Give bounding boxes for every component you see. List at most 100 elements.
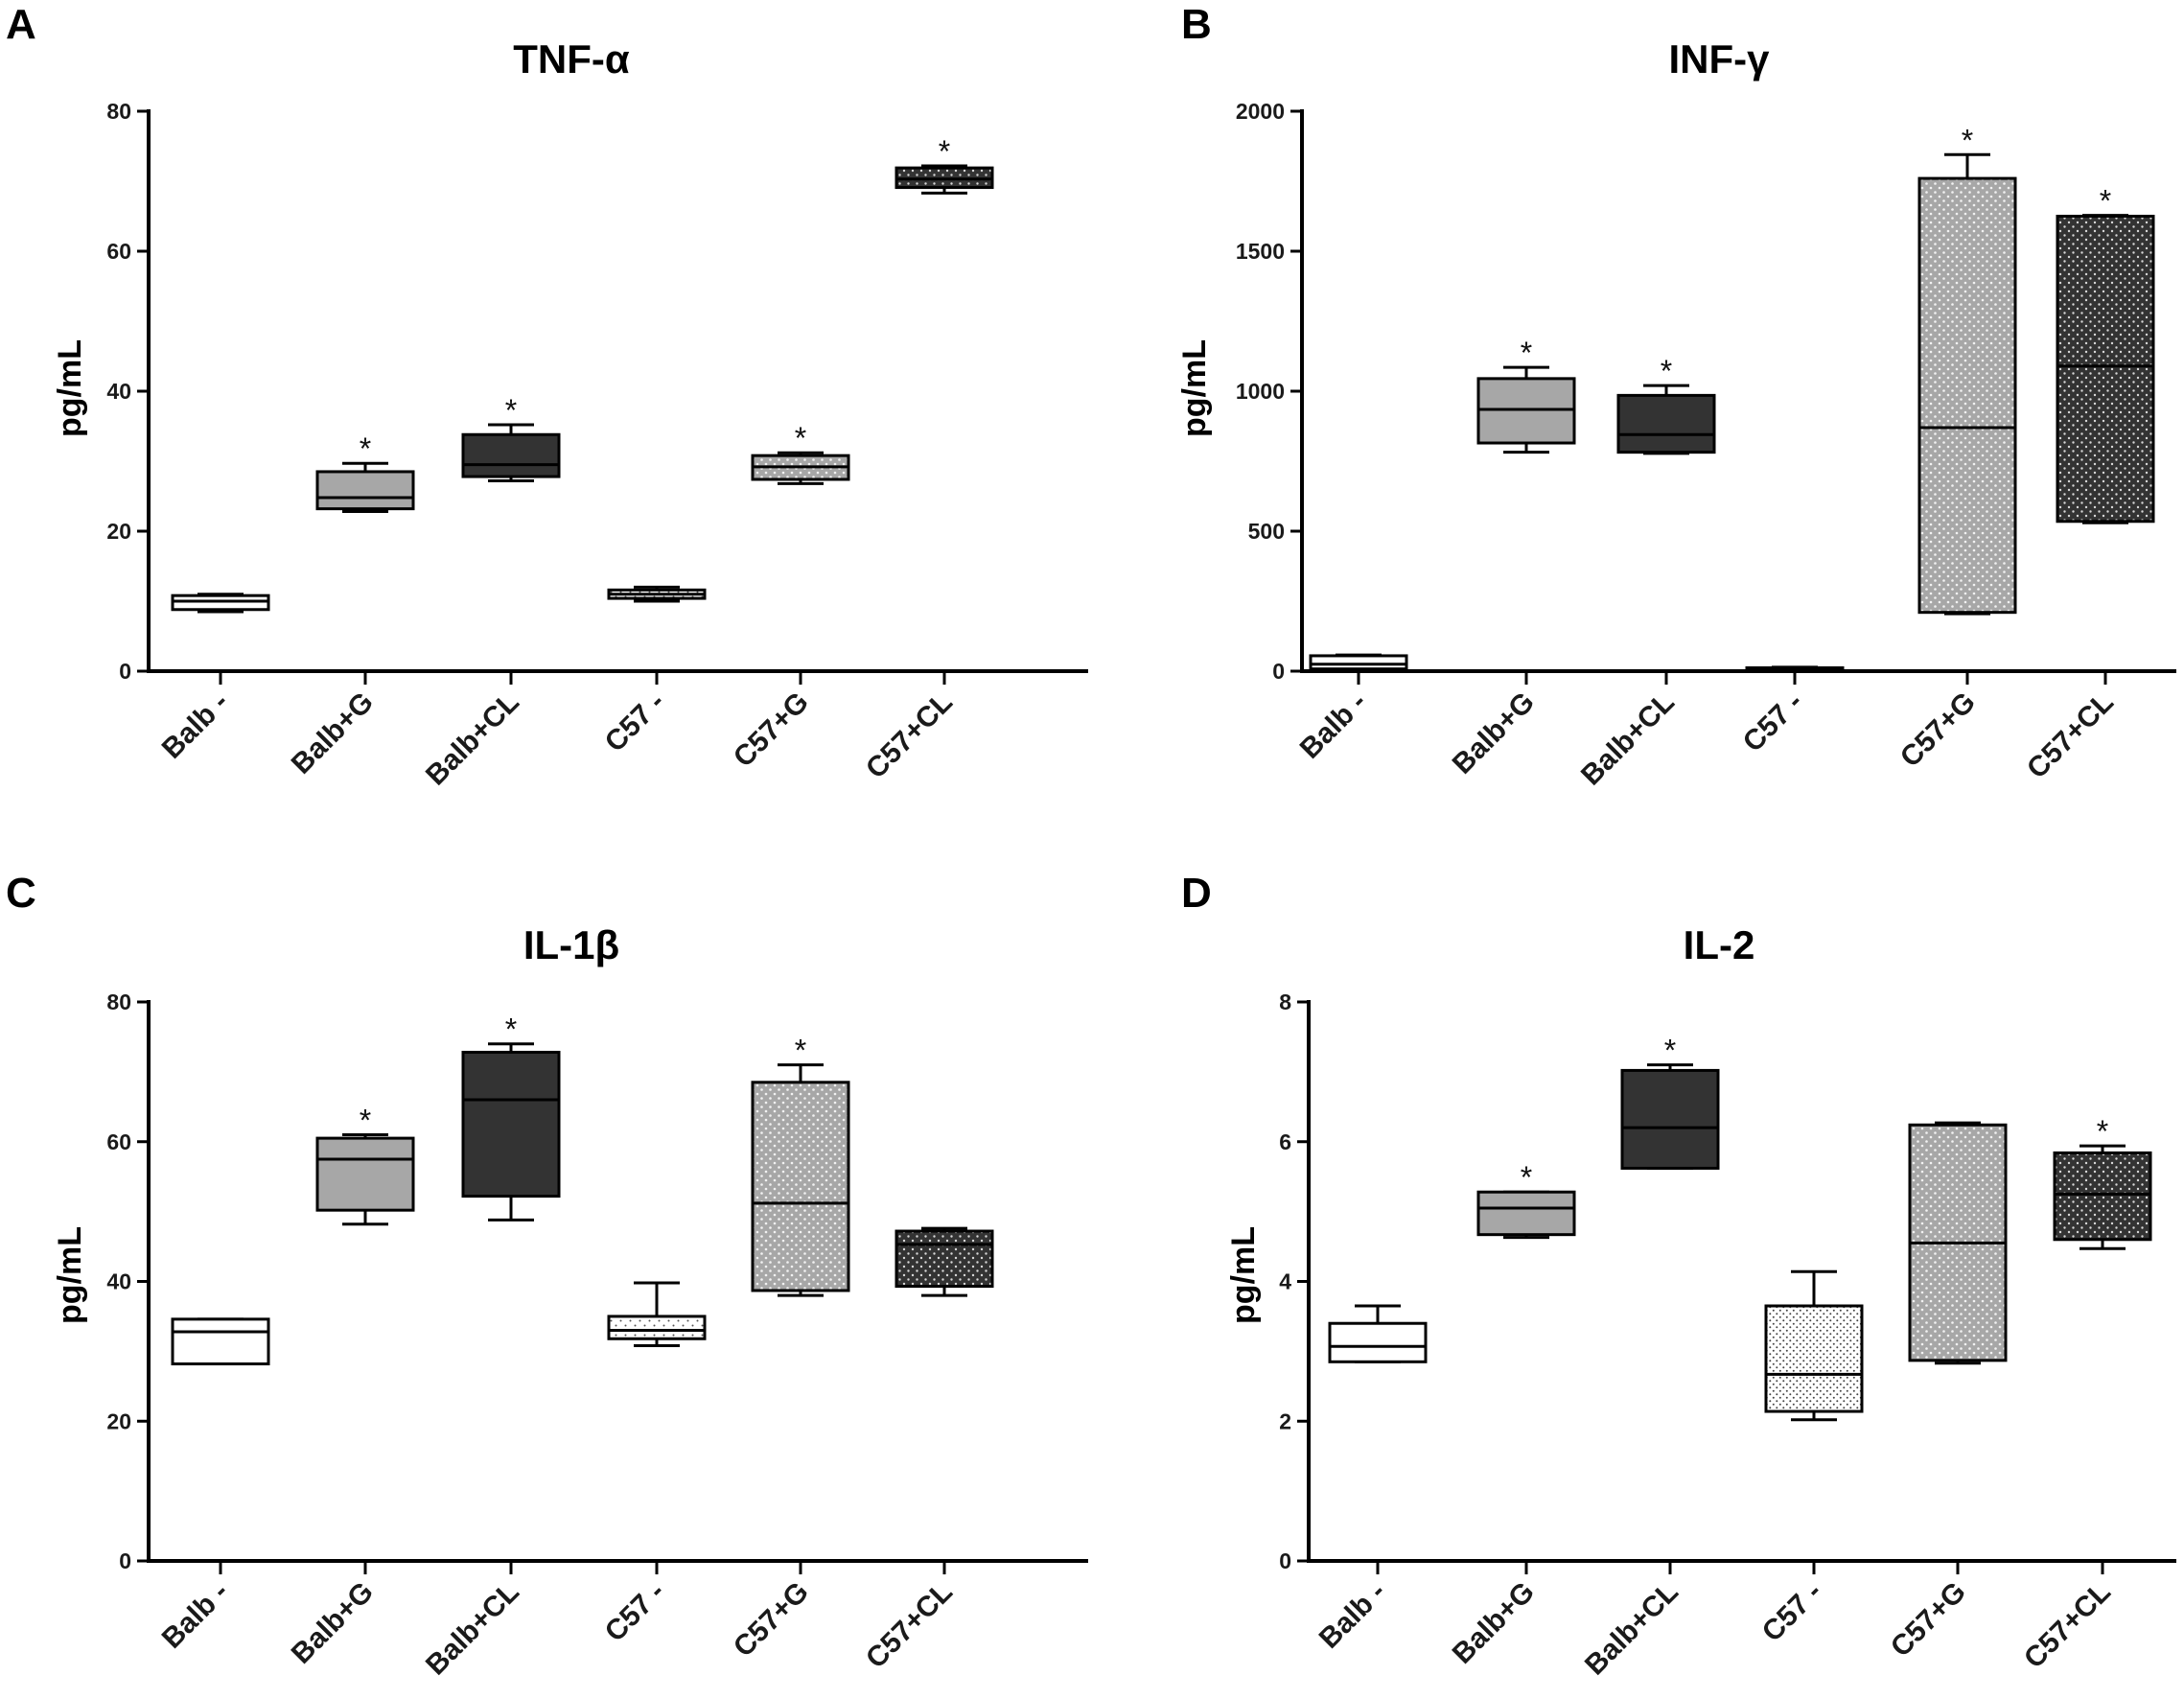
box-balb-g: * bbox=[315, 1103, 415, 1226]
y-axis-label-c: pg/mL bbox=[52, 1226, 88, 1324]
box-balb bbox=[171, 1317, 270, 1365]
box-c57-g: * bbox=[1917, 123, 2017, 616]
y-axis-label-d: pg/mL bbox=[1225, 1226, 1262, 1324]
x-tick-label: Balb - bbox=[156, 687, 235, 765]
y-tick-label: 0 bbox=[119, 1548, 131, 1573]
box-iqr bbox=[315, 470, 415, 511]
y-tick-label: 8 bbox=[1279, 989, 1291, 1014]
y-tick-label: 80 bbox=[106, 99, 131, 124]
box-iqr bbox=[2053, 1151, 2152, 1242]
x-tick-label: C57 - bbox=[1737, 687, 1809, 758]
box-iqr bbox=[607, 1315, 707, 1340]
x-tick-label: Balb+CL bbox=[420, 1576, 525, 1682]
panel-letter-d: D bbox=[1181, 870, 1212, 917]
boxes-d: * * * bbox=[1328, 1034, 2152, 1422]
y-tick-label: 1000 bbox=[1236, 379, 1285, 404]
y-tick-label: 0 bbox=[1272, 659, 1285, 684]
x-tick-label: Balb+G bbox=[1447, 1576, 1541, 1670]
x-tick-label: Balb - bbox=[1313, 1576, 1392, 1655]
x-tick-label: C57+CL bbox=[2021, 687, 2120, 785]
y-tick-label: 40 bbox=[106, 379, 131, 404]
x-tick-label: C57+G bbox=[1885, 1576, 1972, 1664]
significance-star: * bbox=[360, 1103, 371, 1137]
box-iqr bbox=[171, 1317, 270, 1365]
box-c57 bbox=[1764, 1269, 1864, 1422]
box-balb-cl: * bbox=[461, 393, 561, 482]
box-balb-g: * bbox=[1476, 1160, 1576, 1240]
y-tick-label: 6 bbox=[1279, 1129, 1291, 1154]
box-c57-cl: * bbox=[2053, 1114, 2152, 1250]
significance-star: * bbox=[2097, 1114, 2108, 1149]
y-tick-label: 4 bbox=[1279, 1269, 1291, 1294]
y-tick-label: 40 bbox=[106, 1269, 131, 1294]
x-tick-label: C57 - bbox=[599, 1576, 671, 1648]
x-tick-label: Balb - bbox=[156, 1576, 235, 1655]
significance-star: * bbox=[1664, 1034, 1676, 1068]
x-tick-label: Balb+CL bbox=[1575, 687, 1681, 792]
x-tick-label: Balb+CL bbox=[420, 687, 525, 792]
box-iqr bbox=[1620, 1068, 1720, 1170]
box-c57-g: * bbox=[751, 421, 850, 485]
box-c57-g bbox=[1908, 1121, 2008, 1365]
x-tick-label: C57+CL bbox=[2018, 1576, 2117, 1675]
x-tick-label: Balb+CL bbox=[1579, 1576, 1684, 1682]
box-c57-cl: * bbox=[895, 134, 994, 195]
box-iqr bbox=[895, 1229, 994, 1289]
y-tick-label: 2000 bbox=[1236, 99, 1285, 124]
significance-star: * bbox=[505, 1012, 517, 1047]
chart-panel-d: IL-2 pg/mL 0 2 4 6 8 Balb - Balb+G Balb+CL C57 -… bbox=[1225, 922, 2176, 1682]
box-iqr bbox=[1328, 1321, 1428, 1363]
box-c57 bbox=[1745, 665, 1845, 672]
significance-star: * bbox=[1962, 123, 1973, 157]
box-balb bbox=[171, 593, 270, 614]
y-tick-label: 0 bbox=[1279, 1548, 1291, 1573]
x-tick-label: Balb+G bbox=[286, 1576, 380, 1670]
x-tick-label: C57+G bbox=[1894, 687, 1982, 774]
significance-star: * bbox=[795, 1034, 806, 1068]
significance-star: * bbox=[939, 134, 950, 169]
box-iqr bbox=[461, 432, 561, 478]
y-tick-label: 20 bbox=[106, 519, 131, 544]
significance-star: * bbox=[795, 421, 806, 455]
chart-title-a: TNF-α bbox=[513, 36, 630, 81]
y-tick-label: 500 bbox=[1248, 519, 1285, 544]
significance-star: * bbox=[360, 431, 371, 466]
x-tick-label: C57 - bbox=[599, 687, 671, 758]
panel-letter-a: A bbox=[6, 1, 36, 48]
box-c57-cl bbox=[895, 1226, 994, 1297]
panel-letter-b: B bbox=[1181, 1, 1212, 48]
significance-star: * bbox=[1521, 1160, 1532, 1195]
chart-title-b: INF-γ bbox=[1669, 36, 1771, 81]
box-iqr bbox=[1764, 1304, 1864, 1413]
box-iqr bbox=[1616, 393, 1716, 454]
box-balb-g: * bbox=[1476, 336, 1576, 454]
chart-panel-a: TNF-α pg/mL 0 20 40 60 80 Balb - Balb+G Balb+CL… bbox=[52, 36, 1088, 792]
x-tick-label: Balb+G bbox=[1447, 687, 1541, 780]
x-tick-label: C57+CL bbox=[860, 1576, 959, 1675]
significance-star: * bbox=[1521, 336, 1532, 370]
box-balb-cl: * bbox=[1620, 1034, 1720, 1170]
x-tick-label: Balb - bbox=[1294, 687, 1373, 765]
y-tick-label: 0 bbox=[119, 659, 131, 684]
y-tick-label: 20 bbox=[106, 1408, 131, 1433]
box-iqr bbox=[751, 1081, 850, 1292]
significance-star: * bbox=[1661, 354, 1672, 388]
box-balb-g: * bbox=[315, 431, 415, 514]
axes-a: 0 20 40 60 80 Balb - Balb+G Balb+CL C57 - C57+G C5… bbox=[106, 99, 1088, 792]
box-iqr bbox=[461, 1050, 561, 1199]
y-axis-label-a: pg/mL bbox=[52, 339, 88, 437]
box-iqr bbox=[1917, 176, 2017, 615]
box-iqr bbox=[1309, 654, 1408, 671]
boxes-a: * * * * bbox=[171, 134, 994, 614]
y-axis-label-b: pg/mL bbox=[1176, 339, 1213, 437]
chart-panel-b: INF-γ pg/mL 0 500 1000 1500 2000 Balb - Balb+G… bbox=[1176, 36, 2176, 792]
y-tick-label: 60 bbox=[106, 239, 131, 264]
x-tick-label: C57 - bbox=[1756, 1576, 1828, 1648]
box-balb bbox=[1328, 1304, 1428, 1363]
x-tick-label: C57+G bbox=[728, 687, 815, 774]
box-balb-cl: * bbox=[461, 1012, 561, 1222]
box-iqr bbox=[1476, 1190, 1576, 1237]
chart-panel-c: IL-1β pg/mL 0 20 40 60 80 Balb - Balb+G Balb+CL… bbox=[52, 922, 1088, 1682]
x-tick-label: C57+G bbox=[728, 1576, 815, 1664]
x-tick-label: Balb+G bbox=[286, 687, 380, 780]
